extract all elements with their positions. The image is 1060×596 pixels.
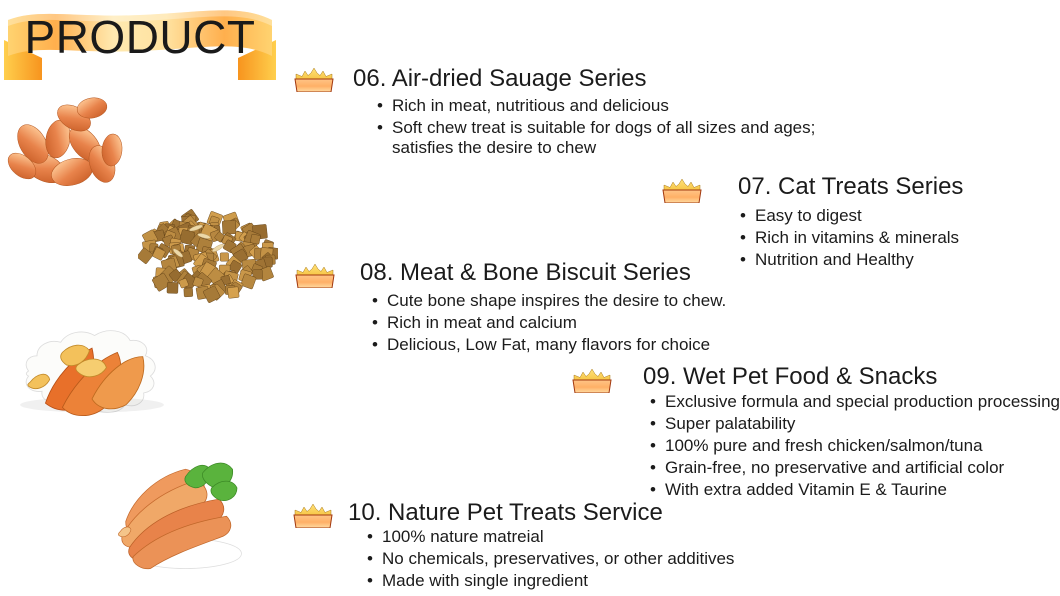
svg-text:PRODUCT: PRODUCT <box>25 11 256 63</box>
